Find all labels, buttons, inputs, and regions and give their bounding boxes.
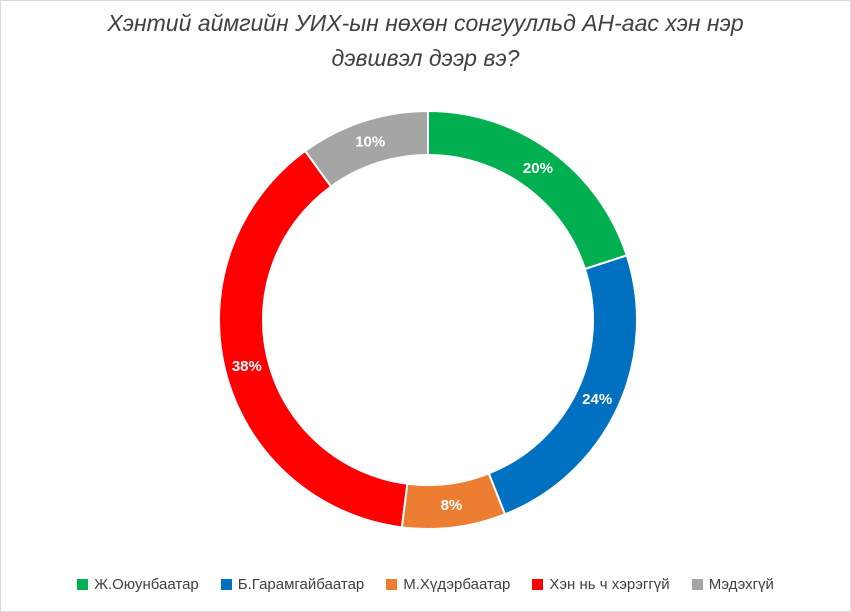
chart-title-line-2: дэвшвэл дээр вэ?: [331, 45, 520, 71]
data-label-garamgaibaatar: 24%: [582, 391, 612, 408]
donut-slice-garamgaibaatar: [487, 254, 638, 516]
legend-label-4: Хэн нь ч хэрэггүй: [549, 576, 670, 593]
legend-swatch-2: [220, 579, 232, 590]
legend-label-5: Мэдэхгүй: [708, 576, 774, 593]
legend-label-2: Б.Гарамгайбаатар: [237, 576, 365, 593]
legend-item-2: Б.Гарамгайбаатар: [220, 576, 365, 593]
chart-title: Хэнтий аймгийн УИХ-ын нөхөн сонгуулльд А…: [0, 6, 851, 76]
legend-swatch-4: [532, 579, 544, 590]
data-label-no-one: 38%: [232, 358, 262, 375]
donut-slice-no-one: [218, 149, 409, 529]
data-label-dont-know: 10%: [355, 134, 385, 151]
legend-item-5: Мэдэхгүй: [691, 576, 774, 593]
donut-slice-dont-know: [303, 109, 429, 188]
data-label-oyunbaatar: 20%: [523, 160, 553, 177]
legend-item-1: Ж.Оюунбаатар: [77, 576, 199, 593]
chart-legend: Ж.Оюунбаатар Б.Гарамгайбаатар М.Хүдэрбаа…: [0, 576, 851, 593]
chart-title-line-1: Хэнтий аймгийн УИХ-ын нөхөн сонгуулльд А…: [107, 10, 744, 36]
legend-swatch-1: [77, 579, 89, 590]
legend-label-3: М.Хүдэрбаатар: [403, 576, 511, 593]
legend-swatch-5: [691, 579, 703, 590]
legend-item-3: М.Хүдэрбаатар: [386, 576, 510, 593]
legend-label-1: Ж.Оюунбаатар: [94, 576, 199, 593]
legend-swatch-3: [386, 579, 398, 590]
data-label-khuderbaatar: 8%: [441, 497, 463, 514]
legend-item-4: Хэн нь ч хэрэггүй: [532, 576, 670, 593]
donut-slice-oyunbaatar: [427, 109, 629, 271]
